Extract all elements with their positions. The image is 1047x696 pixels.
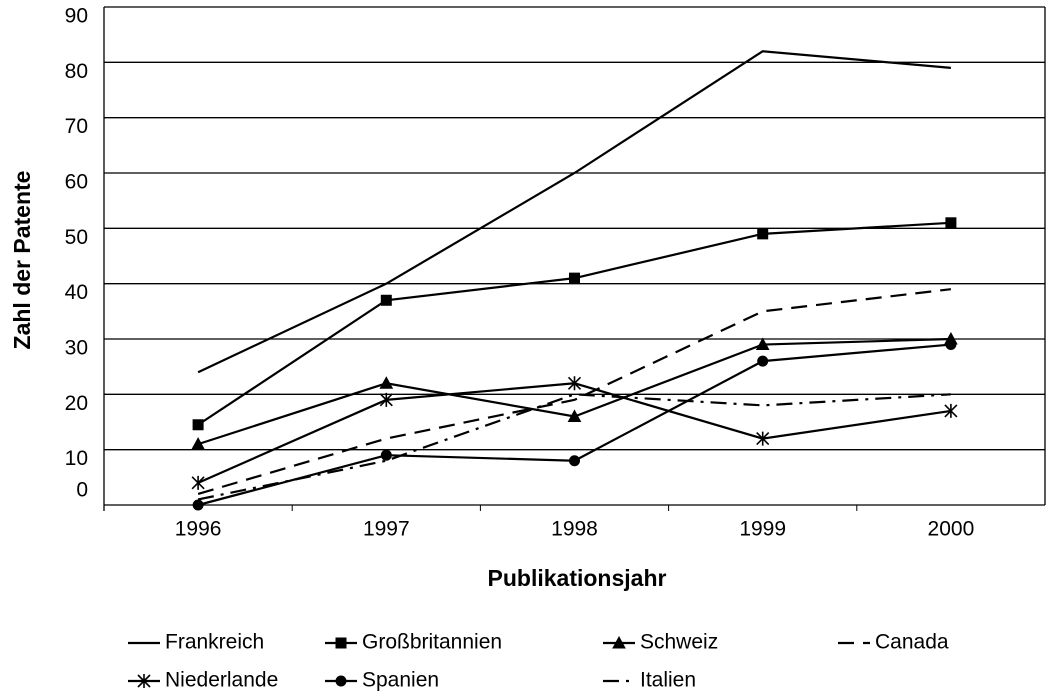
y-tick-label: 30 [65,337,88,360]
x-tick-label: 1999 [739,518,786,541]
legend-label: Spanien [362,669,439,692]
x-tick-label: 1996 [175,518,222,541]
y-tick-label: 90 [65,5,88,28]
marker [569,455,580,467]
legend-label: Niederlande [165,669,278,692]
marker [567,376,582,391]
series-line [197,50,951,374]
marker [379,392,393,407]
marker [379,376,394,389]
marker [380,449,392,461]
marker [755,337,770,351]
marker [567,409,582,422]
legend-label: Großbritannien [362,631,502,654]
y-tick-label: 40 [65,281,88,304]
marker [192,419,204,431]
y-tick-label: 0 [76,479,88,502]
marker [335,637,347,649]
marker [191,475,205,490]
marker [944,403,958,418]
marker [137,674,151,688]
y-tick-label: 50 [65,226,88,249]
y-tick-label: 20 [65,392,88,415]
series-line [197,343,951,507]
marker [612,635,626,649]
marker [192,499,204,511]
marker [945,217,957,229]
x-tick-label: 1998 [551,518,598,541]
marker [335,675,347,687]
y-tick-label: 70 [65,115,88,138]
legend-label: Frankreich [165,631,264,654]
marker [757,355,769,367]
marker [569,272,580,284]
x-tick-label: 2000 [928,518,975,541]
series-line [197,288,952,495]
x-axis-title: Publikationsjahr [488,565,667,591]
x-tick-label: 1997 [363,518,410,541]
marker [757,228,769,240]
marker [756,431,770,446]
marker [191,437,205,450]
y-tick-label: 60 [65,171,88,194]
series-line [197,382,952,484]
marker [945,339,957,351]
legend-label: Canada [875,631,949,654]
legend-label: Schweiz [640,631,718,654]
marker [380,294,392,306]
y-tick-label: 10 [65,447,88,470]
y-tick-label: 80 [65,60,88,83]
y-axis-title: Zahl der Patente [9,171,35,350]
legend-label: Italien [640,669,696,692]
